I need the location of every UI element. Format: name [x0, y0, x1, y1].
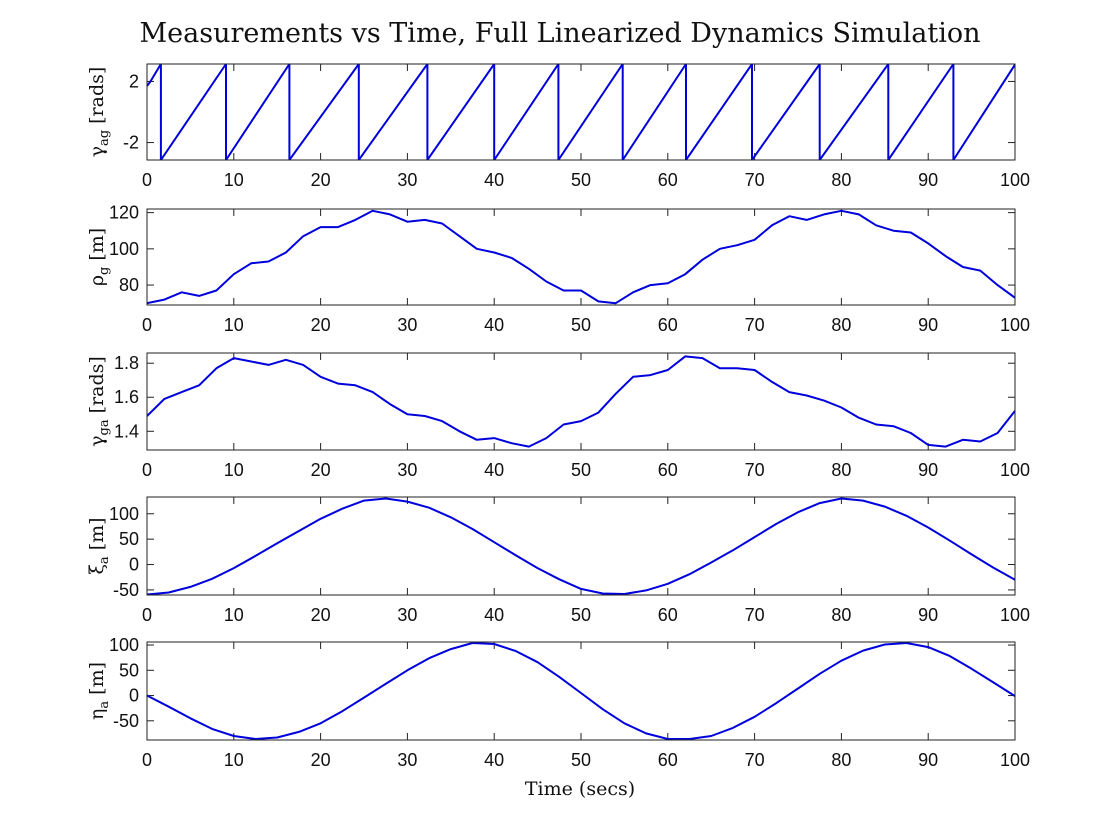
axes-box	[146, 63, 1016, 161]
x-tick-label: 50	[571, 315, 591, 335]
x-tick-label: 10	[224, 460, 244, 480]
y-tick-label: 50	[119, 660, 139, 680]
series-line-eta_a	[147, 642, 1015, 740]
y-tick-label: 1.8	[114, 353, 139, 373]
x-tick-label: 20	[311, 460, 331, 480]
y-axis-label: ρg[m]	[86, 228, 112, 286]
x-tick-label: 100	[1000, 460, 1030, 480]
x-tick-label: 80	[831, 460, 851, 480]
y-axis-label: γag[rads]	[86, 67, 112, 158]
x-tick-label: 80	[831, 605, 851, 625]
x-tick-label: 70	[745, 170, 765, 190]
x-tick-label: 0	[142, 750, 152, 770]
x-tick-label: 60	[658, 605, 678, 625]
y-tick-label: 1.4	[114, 421, 139, 441]
y-tick-label: 50	[119, 529, 139, 549]
x-tick-label: 40	[484, 460, 504, 480]
series-line-xi_a	[147, 497, 1015, 595]
y-tick-label: 80	[119, 275, 139, 295]
x-tick-label: 40	[484, 750, 504, 770]
x-tick-label: 60	[658, 315, 678, 335]
x-tick-label: 30	[397, 315, 417, 335]
x-tick-label: 90	[918, 315, 938, 335]
y-tick-label: 0	[129, 555, 139, 575]
x-tick-label: 90	[918, 170, 938, 190]
x-tick-label: 90	[918, 605, 938, 625]
x-tick-label: 70	[745, 750, 765, 770]
axes-box	[146, 208, 1016, 306]
x-axis-label: Time (secs)	[525, 778, 635, 800]
y-tick-label: -2	[123, 133, 139, 153]
x-tick-label: 30	[397, 750, 417, 770]
x-tick-label: 50	[571, 170, 591, 190]
x-tick-label: 70	[745, 460, 765, 480]
y-tick-label: 120	[109, 203, 139, 223]
x-tick-label: 30	[397, 170, 417, 190]
x-tick-label: 20	[311, 750, 331, 770]
y-tick-label: -50	[113, 711, 139, 731]
x-tick-label: 30	[397, 605, 417, 625]
x-tick-label: 0	[142, 460, 152, 480]
y-tick-label: 2	[129, 71, 139, 91]
x-tick-label: 0	[142, 315, 152, 335]
y-axis-label: γga[rads]	[86, 356, 112, 447]
x-tick-label: 10	[224, 315, 244, 335]
x-tick-label: 10	[224, 750, 244, 770]
series-line-rho_g	[147, 209, 1015, 305]
series-line-gamma_ga	[147, 355, 1015, 448]
x-tick-label: 40	[484, 170, 504, 190]
figure-title: Measurements vs Time, Full Linearized Dy…	[140, 18, 981, 49]
x-tick-label: 80	[831, 750, 851, 770]
x-tick-label: 60	[658, 170, 678, 190]
y-tick-label: 0	[129, 686, 139, 706]
x-tick-label: 90	[918, 460, 938, 480]
y-tick-label: -50	[113, 580, 139, 600]
x-tick-label: 20	[311, 315, 331, 335]
y-tick-label: 100	[109, 239, 139, 259]
x-tick-label: 20	[311, 170, 331, 190]
y-axis-label: ηa[m]	[86, 662, 112, 720]
x-tick-label: 100	[1000, 315, 1030, 335]
x-tick-label: 80	[831, 315, 851, 335]
x-tick-label: 60	[658, 750, 678, 770]
x-tick-label: 80	[831, 170, 851, 190]
x-tick-label: 50	[571, 605, 591, 625]
y-tick-label: 1.6	[114, 387, 139, 407]
x-tick-label: 20	[311, 605, 331, 625]
series-line-gamma_ag	[147, 64, 1015, 160]
axes-box	[146, 496, 1016, 596]
subplot-rho_g: 0 10 20 30 40 50 60 70 80 90 100 80 100 120 ρg[m]	[86, 203, 1030, 335]
axes-box	[146, 641, 1016, 741]
y-tick-label: 100	[109, 635, 139, 655]
x-tick-label: 0	[142, 170, 152, 190]
axes-box	[146, 352, 1016, 451]
x-tick-label: 40	[484, 315, 504, 335]
x-tick-label: 50	[571, 460, 591, 480]
x-tick-label: 100	[1000, 605, 1030, 625]
x-tick-label: 100	[1000, 750, 1030, 770]
x-tick-label: 90	[918, 750, 938, 770]
subplot-gamma_ag: 0 10 20 30 40 50 60 70 80 90 100 -2 2 γag[rads]	[86, 63, 1030, 190]
x-tick-label: 30	[397, 460, 417, 480]
x-tick-label: 70	[745, 315, 765, 335]
x-tick-label: 0	[142, 605, 152, 625]
y-tick-label: 100	[109, 504, 139, 524]
x-tick-label: 100	[1000, 170, 1030, 190]
x-tick-label: 10	[224, 170, 244, 190]
x-tick-label: 70	[745, 605, 765, 625]
x-tick-label: 50	[571, 750, 591, 770]
y-axis-label: ξa[m]	[86, 517, 112, 574]
x-tick-label: 10	[224, 605, 244, 625]
x-tick-label: 40	[484, 605, 504, 625]
x-tick-label: 60	[658, 460, 678, 480]
